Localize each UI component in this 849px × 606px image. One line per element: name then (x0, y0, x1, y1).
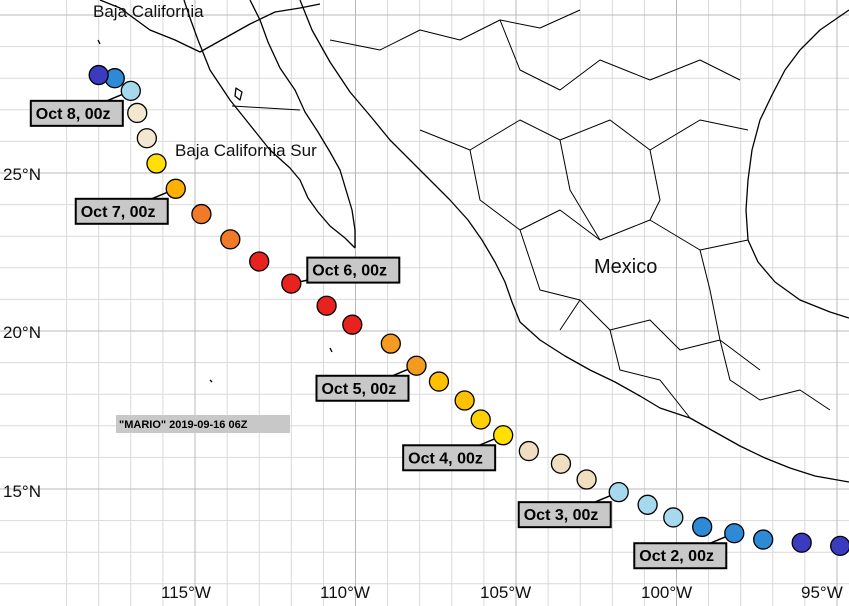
date-label-text: Oct 6, 00z (312, 263, 387, 280)
date-label-text: Oct 4, 00z (408, 450, 483, 467)
track-point (220, 229, 241, 250)
track-point (127, 102, 148, 124)
track-point (608, 482, 629, 503)
storm-name-background (116, 415, 290, 433)
lon-tick-label: 110°W (320, 583, 370, 602)
track-point (342, 314, 363, 335)
date-labels: Oct 8, 00z Oct 7, 00z Oct 6, 00z Oct 5, 00z… (29, 99, 728, 570)
label-baja-california: Baja California (93, 2, 204, 21)
lon-tick-label: 115°W (161, 583, 211, 602)
track-point (454, 390, 475, 411)
island-3 (97, 39, 101, 45)
lat-tick-label: 15°N (3, 482, 41, 501)
lon-tick-label: 95°W (801, 583, 843, 602)
track-point (692, 516, 713, 538)
lat-tick-label: 25°N (3, 165, 41, 184)
track-point (88, 64, 109, 86)
date-label: Oct 2, 00z (633, 542, 728, 570)
island-cedros (234, 87, 243, 101)
track-point (550, 453, 572, 474)
track-point (146, 153, 167, 174)
track-point (753, 529, 774, 550)
date-label-text: Oct 7, 00z (81, 204, 156, 221)
lat-tick-label: 20°N (3, 323, 41, 342)
latitude-axis: 25°N 20°N 15°N (3, 165, 41, 501)
track-point (249, 251, 270, 272)
island-2 (329, 347, 333, 353)
track-point (120, 80, 141, 101)
date-label-background (29, 99, 124, 127)
date-label: Oct 7, 00z (74, 197, 169, 225)
lon-tick-label: 105°W (480, 583, 531, 602)
date-label-background (517, 501, 612, 529)
track-point (165, 178, 186, 199)
mainland-west-coast (299, 0, 849, 483)
track-point (791, 532, 812, 553)
track-point (830, 535, 849, 557)
lon-tick-label: 100°W (641, 583, 692, 602)
coastlines (97, 0, 849, 483)
track-point (316, 295, 337, 316)
state-borders (231, 9, 831, 419)
track-point (493, 425, 514, 446)
date-label: Oct 8, 00z (29, 99, 124, 127)
gulf-coast (745, 9, 849, 319)
track-point (663, 507, 684, 528)
date-label-text: Oct 2, 00z (639, 548, 714, 565)
baja-east-coast (249, 0, 356, 248)
track-point (191, 203, 212, 225)
track-point (428, 371, 450, 392)
us-mexico-border (99, 0, 321, 53)
baja-west-coast (183, 0, 356, 249)
date-label: Oct 6, 00z (306, 256, 401, 284)
date-label-background (633, 542, 728, 570)
date-label: Oct 5, 00z (315, 374, 410, 402)
longitude-axis: 115°W 110°W 105°W 100°W 95°W (161, 583, 843, 602)
track-point (136, 128, 158, 149)
track-point (518, 440, 539, 462)
date-label-background (74, 197, 169, 225)
date-label-background (315, 374, 410, 402)
date-label: Oct 4, 00z (402, 444, 497, 472)
date-label-background (306, 256, 401, 284)
track-point (281, 273, 302, 294)
track-point (724, 523, 745, 544)
storm-track (88, 64, 849, 557)
date-label-background (402, 444, 497, 472)
track-point (380, 333, 401, 354)
track-point (637, 494, 658, 515)
label-baja-california-sur: Baja California Sur (175, 141, 317, 160)
track-point (470, 409, 491, 430)
label-mexico: Mexico (594, 256, 657, 278)
date-label-text: Oct 8, 00z (36, 106, 111, 123)
track-point (406, 355, 427, 376)
date-label: Oct 3, 00z (517, 501, 612, 529)
island-1 (209, 379, 213, 383)
date-label-text: Oct 5, 00z (321, 381, 396, 398)
track-point (576, 469, 597, 490)
storm-name-label: "MARIO" 2019-09-16 06Z (116, 415, 290, 433)
storm-name-text: "MARIO" 2019-09-16 06Z (119, 419, 248, 431)
date-label-text: Oct 3, 00z (524, 507, 599, 524)
